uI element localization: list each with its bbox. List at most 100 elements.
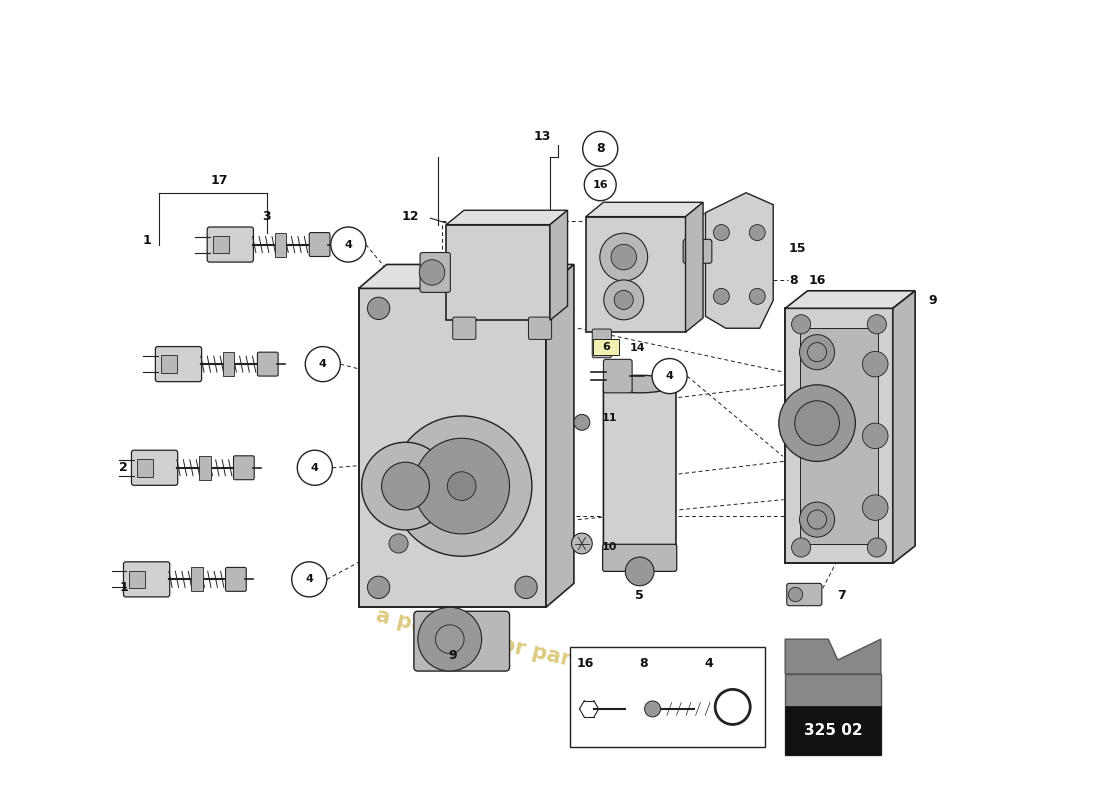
Circle shape	[800, 502, 835, 537]
Polygon shape	[546, 265, 574, 607]
Circle shape	[862, 495, 888, 520]
Text: 9: 9	[928, 294, 937, 307]
FancyBboxPatch shape	[233, 456, 254, 480]
Circle shape	[306, 346, 340, 382]
FancyBboxPatch shape	[785, 308, 893, 563]
Circle shape	[331, 227, 366, 262]
Circle shape	[574, 414, 590, 430]
FancyBboxPatch shape	[683, 239, 712, 263]
Text: 16: 16	[808, 274, 826, 286]
Text: 2: 2	[119, 462, 128, 474]
Circle shape	[867, 314, 887, 334]
Polygon shape	[550, 210, 568, 320]
FancyBboxPatch shape	[603, 544, 676, 571]
Polygon shape	[447, 210, 568, 225]
Circle shape	[389, 534, 408, 553]
Circle shape	[515, 297, 537, 319]
Circle shape	[789, 587, 803, 602]
Circle shape	[583, 131, 618, 166]
FancyBboxPatch shape	[138, 459, 153, 477]
FancyBboxPatch shape	[570, 647, 766, 746]
FancyBboxPatch shape	[129, 570, 145, 588]
Polygon shape	[586, 202, 703, 217]
FancyBboxPatch shape	[586, 217, 685, 332]
Circle shape	[392, 416, 532, 556]
FancyBboxPatch shape	[226, 567, 246, 591]
Circle shape	[792, 314, 811, 334]
Circle shape	[515, 576, 537, 598]
FancyBboxPatch shape	[785, 674, 881, 754]
Circle shape	[610, 244, 637, 270]
FancyBboxPatch shape	[257, 352, 278, 376]
Text: 14: 14	[630, 343, 646, 353]
FancyBboxPatch shape	[447, 225, 550, 320]
FancyBboxPatch shape	[212, 236, 229, 254]
Circle shape	[572, 533, 592, 554]
FancyBboxPatch shape	[155, 346, 201, 382]
Circle shape	[436, 625, 464, 654]
FancyBboxPatch shape	[207, 227, 253, 262]
Text: 15: 15	[789, 242, 806, 255]
Circle shape	[792, 538, 811, 557]
FancyBboxPatch shape	[593, 338, 618, 354]
Circle shape	[297, 450, 332, 486]
Text: 8: 8	[596, 142, 605, 155]
Text: 4: 4	[319, 359, 327, 369]
Text: a passion for parts since 1985: a passion for parts since 1985	[374, 606, 726, 705]
FancyBboxPatch shape	[191, 567, 202, 591]
Circle shape	[867, 538, 887, 557]
Circle shape	[800, 334, 835, 370]
Circle shape	[367, 297, 389, 319]
FancyBboxPatch shape	[785, 706, 881, 754]
Polygon shape	[893, 290, 915, 563]
FancyBboxPatch shape	[123, 562, 169, 597]
FancyBboxPatch shape	[604, 359, 632, 393]
FancyBboxPatch shape	[786, 583, 822, 606]
Circle shape	[714, 288, 729, 304]
Text: 7: 7	[837, 589, 846, 602]
Polygon shape	[685, 202, 703, 332]
Text: 10: 10	[602, 542, 617, 553]
FancyBboxPatch shape	[414, 611, 509, 671]
FancyBboxPatch shape	[528, 317, 551, 339]
Ellipse shape	[605, 375, 674, 393]
Polygon shape	[785, 290, 915, 308]
Text: 1: 1	[143, 234, 152, 247]
FancyBboxPatch shape	[161, 355, 177, 373]
Text: 11: 11	[602, 414, 617, 423]
FancyBboxPatch shape	[604, 378, 676, 558]
FancyBboxPatch shape	[359, 288, 546, 607]
Circle shape	[367, 576, 389, 598]
Text: 17: 17	[210, 174, 228, 187]
Circle shape	[389, 478, 408, 498]
Text: 16: 16	[593, 180, 608, 190]
Circle shape	[625, 557, 654, 586]
Text: 13: 13	[534, 130, 551, 143]
Circle shape	[419, 260, 444, 286]
Text: 325 02: 325 02	[804, 723, 862, 738]
FancyBboxPatch shape	[309, 233, 330, 257]
Text: 8: 8	[639, 657, 648, 670]
Polygon shape	[705, 193, 773, 328]
Circle shape	[862, 423, 888, 449]
Circle shape	[448, 472, 476, 501]
Circle shape	[749, 288, 766, 304]
Circle shape	[779, 385, 856, 462]
Circle shape	[645, 701, 660, 717]
FancyBboxPatch shape	[199, 456, 210, 480]
Text: 4: 4	[666, 371, 673, 381]
Text: 4: 4	[311, 462, 319, 473]
Circle shape	[715, 690, 750, 725]
Circle shape	[807, 342, 826, 362]
Circle shape	[292, 562, 327, 597]
Circle shape	[418, 607, 482, 671]
Text: 16: 16	[576, 657, 594, 670]
Circle shape	[382, 462, 429, 510]
Text: 4: 4	[306, 574, 313, 584]
FancyBboxPatch shape	[592, 329, 612, 358]
Circle shape	[652, 358, 688, 394]
Text: 4: 4	[704, 657, 713, 670]
Circle shape	[862, 351, 888, 377]
Circle shape	[807, 510, 826, 529]
Text: 6: 6	[602, 342, 609, 351]
